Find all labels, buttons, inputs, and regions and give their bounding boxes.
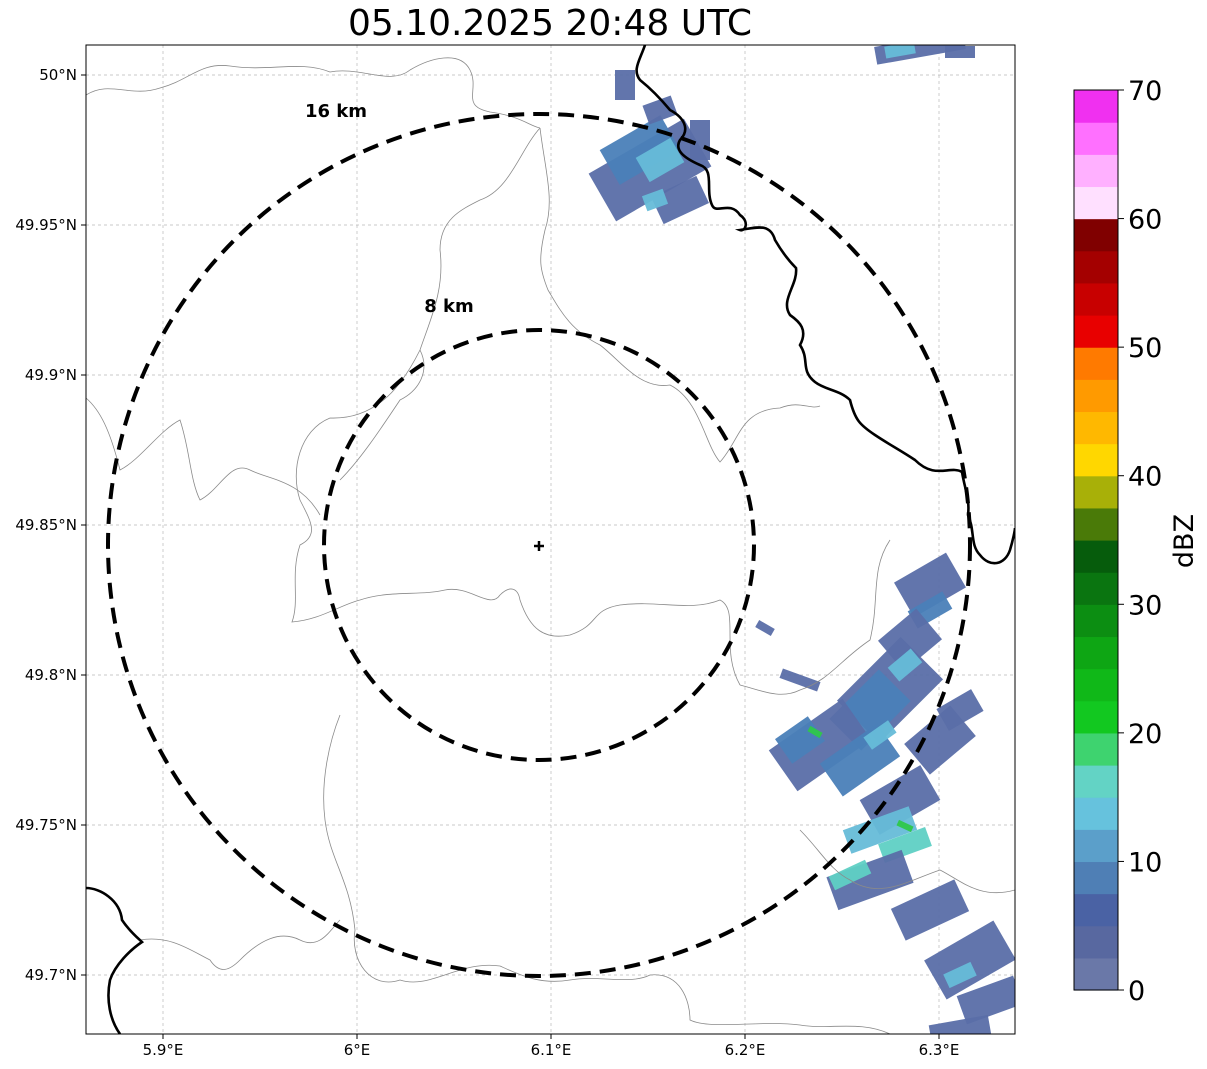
lat-tick-label: 49.95°N (15, 216, 77, 234)
echo-cell (896, 819, 914, 833)
lon-tick-label: 6.2°E (725, 1041, 766, 1059)
longitude-ticks: 5.9°E 6°E 6.1°E 6.2°E 6.3°E (143, 1034, 960, 1059)
echo-cell (842, 806, 918, 854)
boundary-line (139, 919, 341, 970)
colorbar-segment (1074, 379, 1118, 413)
echo-cell (945, 46, 975, 58)
echo-cell (956, 975, 1015, 1025)
echo-cell (928, 1014, 992, 1034)
boundary-line (86, 397, 321, 516)
lat-tick-label: 49.75°N (15, 816, 77, 834)
colorbar-segment (1074, 282, 1118, 316)
colorbar-tick-label: 10 (1128, 847, 1162, 878)
map-title: 05.10.2025 20:48 UTC (347, 3, 753, 44)
boundary-line (339, 349, 425, 481)
colorbar-segment (1074, 732, 1118, 766)
ring-label-16km: 16 km (305, 101, 367, 122)
lat-tick-label: 49.7°N (25, 966, 77, 984)
colorbar-segment (1074, 507, 1118, 541)
echo-cell (642, 95, 678, 125)
colorbar-tick-label: 30 (1128, 590, 1162, 621)
echo-cell (884, 45, 916, 59)
colorbar-tick-label: 70 (1128, 76, 1162, 107)
lat-tick-label: 49.85°N (15, 516, 77, 534)
colorbar-segment (1074, 90, 1118, 123)
colorbar-segment (1074, 957, 1118, 991)
map-area: 8 km 16 km (85, 44, 1016, 1035)
ring-label-8km: 8 km (424, 296, 474, 317)
radar-center-marker (534, 541, 544, 551)
national-border (86, 886, 145, 1034)
colorbar-segment (1074, 636, 1118, 670)
colorbar-segment (1074, 122, 1118, 155)
colorbar-segment (1074, 443, 1118, 477)
colorbar-segment (1074, 797, 1118, 830)
echo-cell (768, 698, 872, 792)
echo-cell (651, 175, 709, 225)
echo-cell (887, 648, 923, 682)
colorbar-segment (1074, 154, 1118, 188)
colorbar-segment (1074, 411, 1118, 445)
colorbar-segment (1074, 250, 1118, 284)
colorbar-tick-label: 60 (1128, 205, 1162, 236)
colorbar-segment (1074, 700, 1118, 734)
echo-cell (807, 725, 823, 739)
echo-cell (641, 188, 669, 212)
echo-cell (615, 70, 635, 100)
colorbar-segment (1074, 540, 1118, 573)
echo-cell (690, 120, 710, 160)
lon-tick-label: 6°E (344, 1041, 371, 1059)
range-ring-16km (106, 112, 972, 978)
echo-cell (894, 552, 966, 618)
lat-tick-label: 50°N (39, 66, 77, 84)
colorbar-segment (1074, 572, 1118, 605)
colorbar-segment (1074, 475, 1118, 509)
boundary-line (291, 127, 741, 686)
colorbar-tick-label: 50 (1128, 333, 1162, 364)
range-ring-8km (322, 328, 756, 762)
lon-tick-label: 5.9°E (143, 1041, 184, 1059)
echo-cell (936, 689, 984, 731)
echo-cell (635, 137, 685, 183)
echo-cell (943, 961, 977, 989)
latitude-ticks: 50°N 49.95°N 49.9°N 49.85°N 49.8°N 49.75°N 49.… (15, 66, 86, 984)
colorbar-tick-label: 20 (1128, 719, 1162, 750)
colorbar-segment (1074, 668, 1118, 702)
colorbar-segment (1074, 765, 1118, 798)
colorbar-segment (1074, 315, 1118, 348)
colorbar-segment (1074, 861, 1118, 895)
colorbar-tick-label: 40 (1128, 462, 1162, 493)
boundary-line (323, 714, 891, 1034)
colorbar-segment (1074, 925, 1118, 959)
lat-tick-label: 49.8°N (25, 666, 77, 684)
echo-cell (863, 720, 897, 750)
boundary-line (539, 127, 821, 463)
admin-boundaries (86, 57, 1015, 1034)
echo-cell (755, 620, 775, 636)
radar-echoes (588, 45, 1015, 1034)
colorbar-segment (1074, 829, 1118, 863)
range-rings (106, 112, 972, 978)
lon-tick-label: 6.3°E (919, 1041, 960, 1059)
colorbar-segment (1074, 347, 1118, 380)
boundary-line (739, 539, 891, 695)
colorbar-tick-label: 0 (1128, 976, 1145, 1007)
colorbar: 0 10 20 30 40 50 60 70 (1073, 76, 1162, 1007)
colorbar-segment (1074, 604, 1118, 638)
colorbar-frame (1073, 89, 1119, 991)
boundary-line (86, 57, 541, 129)
colorbar-segment (1074, 218, 1118, 252)
echo-cell (828, 859, 872, 891)
lat-tick-label: 49.9°N (25, 366, 77, 384)
boundary-line (799, 829, 1015, 894)
colorbar-segment (1074, 186, 1118, 220)
echo-cell (826, 849, 914, 911)
echo-cell (890, 879, 970, 941)
colorbar-label: dBZ (1169, 514, 1200, 568)
colorbar-segment (1074, 893, 1118, 927)
lon-tick-label: 6.1°E (531, 1041, 572, 1059)
